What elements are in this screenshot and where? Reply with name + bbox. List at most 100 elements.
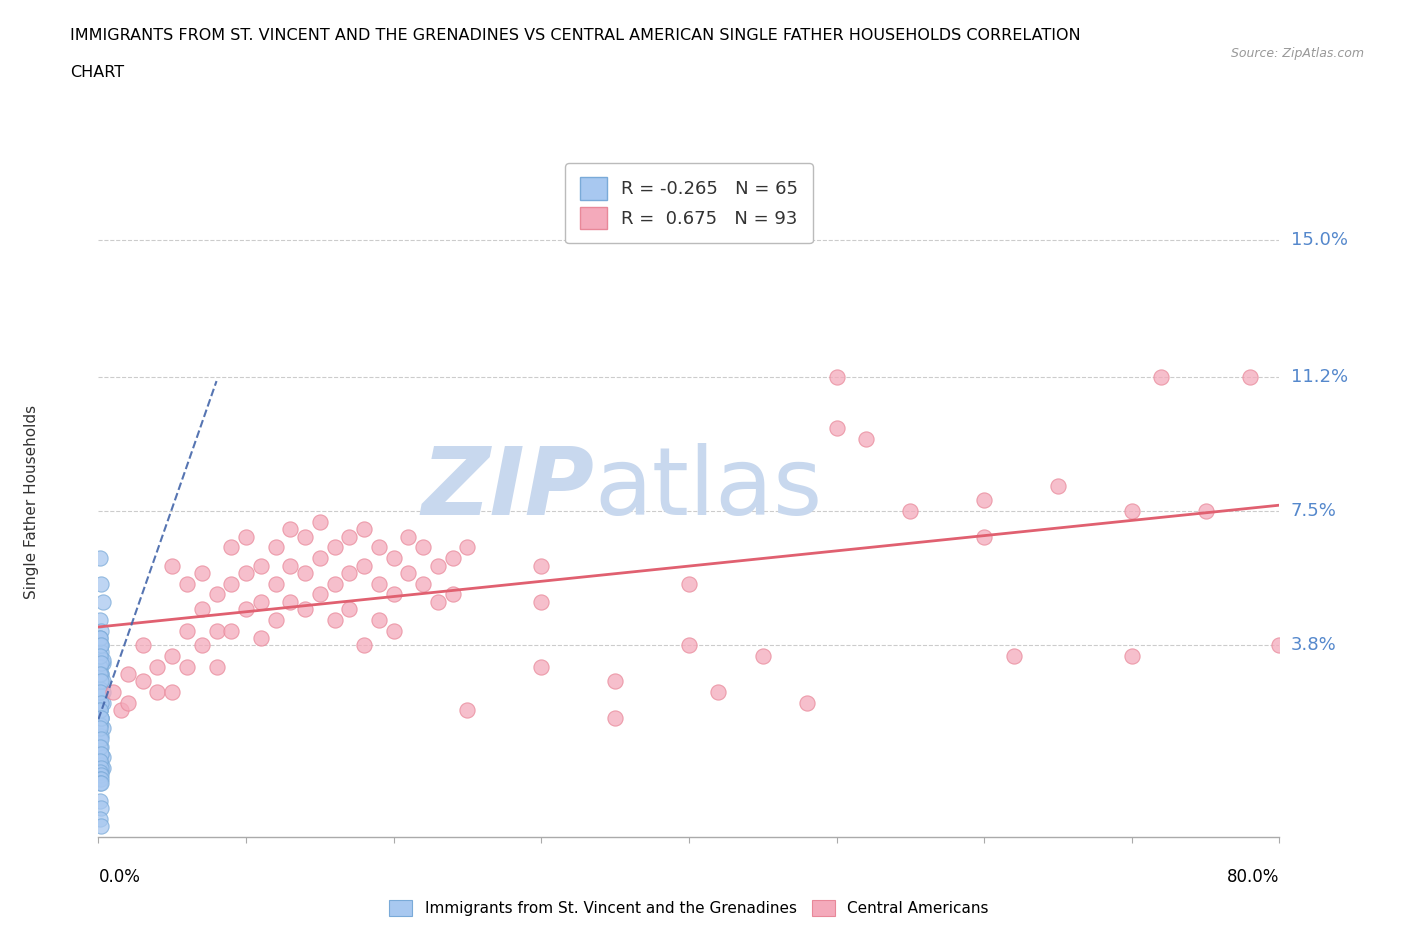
Point — [89, 753, 111, 768]
Point — [89, 703, 111, 718]
Point — [90, 764, 112, 779]
Text: 15.0%: 15.0% — [1291, 231, 1347, 249]
Point — [605, 674, 627, 689]
Point — [205, 623, 228, 638]
Point — [90, 623, 112, 638]
Point — [205, 659, 228, 674]
Point — [89, 674, 111, 689]
Point — [90, 645, 112, 660]
Point — [368, 540, 391, 555]
Point — [264, 612, 287, 627]
Point — [89, 659, 111, 674]
Point — [191, 602, 214, 617]
Point — [382, 587, 405, 602]
Point — [309, 514, 332, 529]
Point — [89, 772, 111, 787]
Point — [1239, 370, 1261, 385]
Point — [90, 696, 112, 711]
Point — [89, 776, 111, 790]
Point — [427, 594, 450, 609]
Point — [1150, 370, 1173, 385]
Point — [294, 565, 316, 580]
Point — [90, 667, 112, 682]
Point — [90, 746, 112, 761]
Legend: Immigrants from St. Vincent and the Grenadines, Central Americans: Immigrants from St. Vincent and the Gren… — [384, 894, 994, 923]
Point — [530, 659, 553, 674]
Point — [353, 522, 375, 537]
Point — [89, 638, 111, 653]
Point — [90, 746, 112, 761]
Point — [90, 757, 112, 772]
Point — [825, 420, 848, 435]
Point — [605, 711, 627, 725]
Text: CHART: CHART — [70, 65, 124, 80]
Point — [176, 577, 198, 591]
Point — [235, 602, 257, 617]
Point — [89, 703, 111, 718]
Point — [530, 558, 553, 573]
Point — [264, 577, 287, 591]
Text: Single Father Households: Single Father Households — [24, 405, 39, 599]
Point — [90, 801, 112, 816]
Point — [90, 638, 112, 653]
Point — [90, 638, 112, 653]
Point — [90, 688, 112, 703]
Point — [191, 638, 214, 653]
Point — [368, 577, 391, 591]
Point — [1195, 504, 1218, 519]
Point — [89, 753, 111, 768]
Point — [90, 739, 112, 754]
Point — [91, 761, 114, 776]
Point — [90, 776, 112, 790]
Point — [382, 551, 405, 565]
Point — [117, 696, 139, 711]
Point — [91, 696, 114, 711]
Point — [176, 623, 198, 638]
Point — [235, 529, 257, 544]
Point — [278, 522, 302, 537]
Point — [91, 750, 114, 764]
Point — [162, 558, 183, 573]
Point — [90, 711, 112, 725]
Point — [825, 370, 848, 385]
Point — [110, 703, 132, 718]
Point — [456, 703, 478, 718]
Point — [89, 631, 111, 645]
Point — [89, 764, 111, 779]
Point — [89, 551, 111, 565]
Point — [89, 793, 111, 808]
Point — [89, 648, 111, 663]
Point — [91, 684, 114, 699]
Point — [89, 812, 111, 827]
Point — [103, 684, 125, 699]
Point — [132, 674, 155, 689]
Point — [90, 818, 112, 833]
Text: IMMIGRANTS FROM ST. VINCENT AND THE GRENADINES VS CENTRAL AMERICAN SINGLE FATHER: IMMIGRANTS FROM ST. VINCENT AND THE GREN… — [70, 28, 1081, 43]
Point — [90, 728, 112, 743]
Point — [353, 638, 375, 653]
Point — [278, 558, 302, 573]
Point — [441, 551, 464, 565]
Point — [90, 711, 112, 725]
Point — [90, 768, 112, 783]
Point — [412, 577, 434, 591]
Point — [89, 768, 111, 783]
Point — [89, 684, 111, 699]
Point — [337, 565, 360, 580]
Point — [323, 612, 346, 627]
Point — [337, 529, 360, 544]
Point — [89, 739, 111, 754]
Point — [90, 732, 112, 747]
Point — [678, 638, 700, 653]
Point — [278, 594, 302, 609]
Point — [146, 684, 169, 699]
Point — [337, 602, 360, 617]
Point — [91, 594, 114, 609]
Point — [412, 540, 434, 555]
Point — [89, 717, 111, 732]
Point — [396, 529, 419, 544]
Point — [427, 558, 450, 573]
Point — [89, 732, 111, 747]
Point — [89, 648, 111, 663]
Point — [162, 684, 183, 699]
